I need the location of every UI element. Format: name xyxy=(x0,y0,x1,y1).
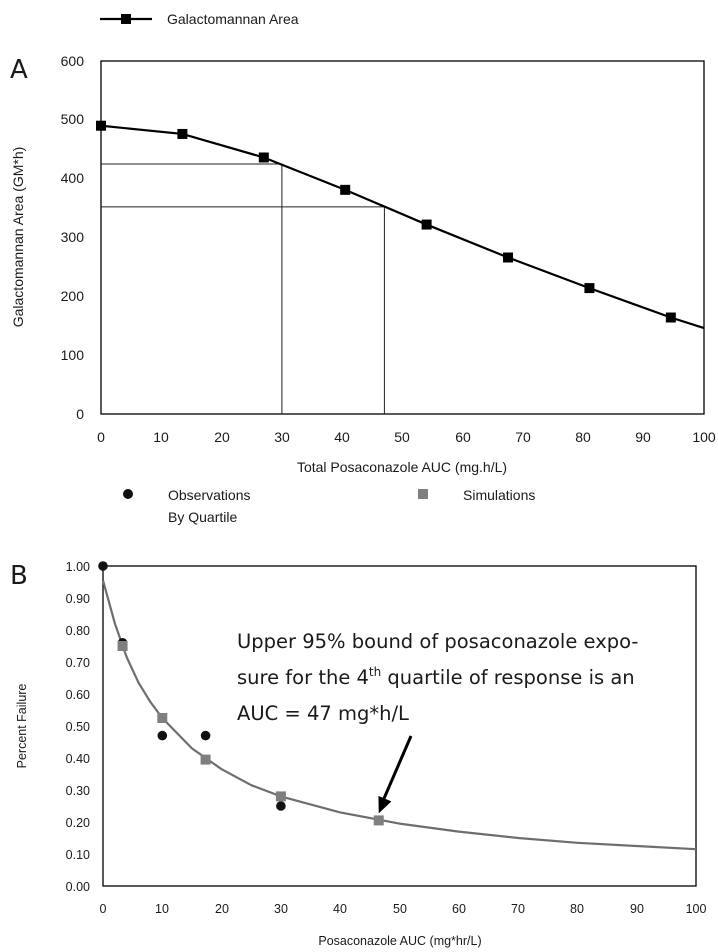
fit-curve-line xyxy=(101,580,697,851)
galactomannan-point xyxy=(665,312,676,323)
axis-ticks-a: 0 100 200 300 400 500 600 0 10 20 30 40 … xyxy=(61,53,716,445)
y-axis-label-a: Galactomannan Area (GM*h) xyxy=(10,147,26,328)
x-tick-label-a: 60 xyxy=(455,429,471,445)
panel-a: Galactomannan Area A 0 100 200 300 400 5… xyxy=(10,11,716,475)
annotation-line-1: Upper 95% bound of posaconazole expo- xyxy=(237,630,638,653)
legend-observations-marker xyxy=(123,489,133,499)
annotation-text: Upper 95% bound of posaconazole expo- su… xyxy=(237,630,645,725)
x-tick-label-b: 40 xyxy=(333,902,347,916)
annotation-line-2a: sure for the 4 xyxy=(237,666,369,689)
simulation-point xyxy=(373,815,384,826)
reference-lines-a xyxy=(101,163,385,414)
simulation-point xyxy=(275,791,286,802)
panel-label-b: B xyxy=(10,561,28,591)
y-tick-label-b: 0.70 xyxy=(66,656,90,670)
y-tick-label-b: 1.00 xyxy=(66,560,90,574)
annotation-line-2b: quartile of response is an xyxy=(381,666,634,689)
simulation-point xyxy=(117,641,128,651)
x-tick-label-b: 90 xyxy=(630,902,644,916)
simulation-point xyxy=(157,713,168,723)
plot-frame-b xyxy=(102,565,697,887)
panel-label-a: A xyxy=(10,55,28,85)
x-tick-label-b: 20 xyxy=(215,902,229,916)
y-tick-label-b: 0.60 xyxy=(66,688,90,702)
x-tick-label-a: 0 xyxy=(97,429,105,445)
x-tick-label-b: 30 xyxy=(274,902,288,916)
x-tick-label-b: 50 xyxy=(393,902,407,916)
x-tick-label-b: 10 xyxy=(155,902,169,916)
annotation-superscript: th xyxy=(369,665,381,679)
x-tick-label-b: 0 xyxy=(100,902,107,916)
observation-point xyxy=(157,730,168,741)
galactomannan-point xyxy=(584,283,595,294)
simulations-series xyxy=(117,641,384,826)
legend-simulations-marker xyxy=(418,489,428,499)
legend-simulations-label: Simulations xyxy=(463,487,535,503)
axis-ticks-b: 0.00 0.10 0.20 0.30 0.40 0.50 0.60 0.70 … xyxy=(66,560,707,916)
legend-b: Observations By Quartile Simulations xyxy=(123,487,535,525)
reference-line xyxy=(101,163,283,414)
x-tick-label-b: 60 xyxy=(452,902,466,916)
x-tick-label-a: 70 xyxy=(515,429,531,445)
legend-a-label: Galactomannan Area xyxy=(167,11,299,27)
annotation-line-3: AUC = 47 mg*h/L xyxy=(237,702,409,725)
observation-point xyxy=(200,730,211,741)
x-tick-label-b: 80 xyxy=(570,902,584,916)
legend-a: Galactomannan Area xyxy=(100,11,299,27)
y-tick-label-a: 100 xyxy=(61,347,85,363)
x-tick-label-a: 10 xyxy=(153,429,169,445)
y-tick-label-b: 0.20 xyxy=(66,816,90,830)
y-tick-label-a: 500 xyxy=(61,111,85,127)
annotation-arrow xyxy=(378,735,413,814)
x-tick-label-b: 70 xyxy=(511,902,525,916)
x-axis-label-b: Posaconazole AUC (mg*hr/L) xyxy=(318,934,481,948)
y-tick-label-a: 400 xyxy=(61,170,85,186)
y-tick-label-b: 0.90 xyxy=(66,592,90,606)
y-tick-label-b: 0.40 xyxy=(66,752,90,766)
series-a xyxy=(96,120,705,330)
galactomannan-point xyxy=(177,128,188,139)
simulation-point xyxy=(200,754,211,765)
galactomannan-point xyxy=(258,152,269,163)
y-tick-label-b: 0.30 xyxy=(66,784,90,798)
y-tick-label-a: 0 xyxy=(76,406,84,422)
reference-line xyxy=(101,206,385,414)
plot-frame-a xyxy=(100,60,705,415)
y-tick-label-a: 200 xyxy=(61,288,85,304)
annotation-arrow-head xyxy=(378,795,392,814)
galactomannan-point xyxy=(503,252,514,263)
x-tick-label-a: 40 xyxy=(334,429,350,445)
y-tick-label-a: 600 xyxy=(61,53,85,69)
panel-b: B 0.00 0.10 0.20 0.30 0.40 0.50 0.60 0.7… xyxy=(10,560,706,948)
legend-observations-line-2: By Quartile xyxy=(168,509,237,525)
legend-a-marker xyxy=(121,14,131,24)
annotation-arrow-shaft xyxy=(381,735,413,802)
y-tick-label-b: 0.00 xyxy=(66,880,90,894)
y-tick-label-a: 300 xyxy=(61,229,85,245)
x-tick-label-a: 90 xyxy=(635,429,651,445)
galactomannan-point xyxy=(96,120,106,131)
x-tick-label-a: 20 xyxy=(214,429,230,445)
x-tick-label-a: 30 xyxy=(274,429,290,445)
x-tick-label-a: 100 xyxy=(692,429,716,445)
x-tick-label-b: 100 xyxy=(686,902,707,916)
galactomannan-point xyxy=(340,184,351,195)
y-axis-label-b: Percent Failure xyxy=(15,684,29,769)
galactomannan-point xyxy=(421,219,432,230)
fit-curve-b xyxy=(101,580,697,851)
x-axis-label-a: Total Posaconazole AUC (mg.h/L) xyxy=(297,459,507,475)
x-tick-label-a: 50 xyxy=(394,429,410,445)
observation-point xyxy=(98,561,108,571)
legend-observations-line-1: Observations xyxy=(168,487,250,503)
y-tick-label-b: 0.50 xyxy=(66,720,90,734)
y-tick-label-b: 0.80 xyxy=(66,624,90,638)
x-tick-label-a: 80 xyxy=(575,429,591,445)
legend-observations-label: Observations By Quartile xyxy=(168,487,254,525)
y-tick-label-b: 0.10 xyxy=(66,848,90,862)
observation-point xyxy=(276,801,286,811)
series-line-galactomannan xyxy=(100,124,705,330)
